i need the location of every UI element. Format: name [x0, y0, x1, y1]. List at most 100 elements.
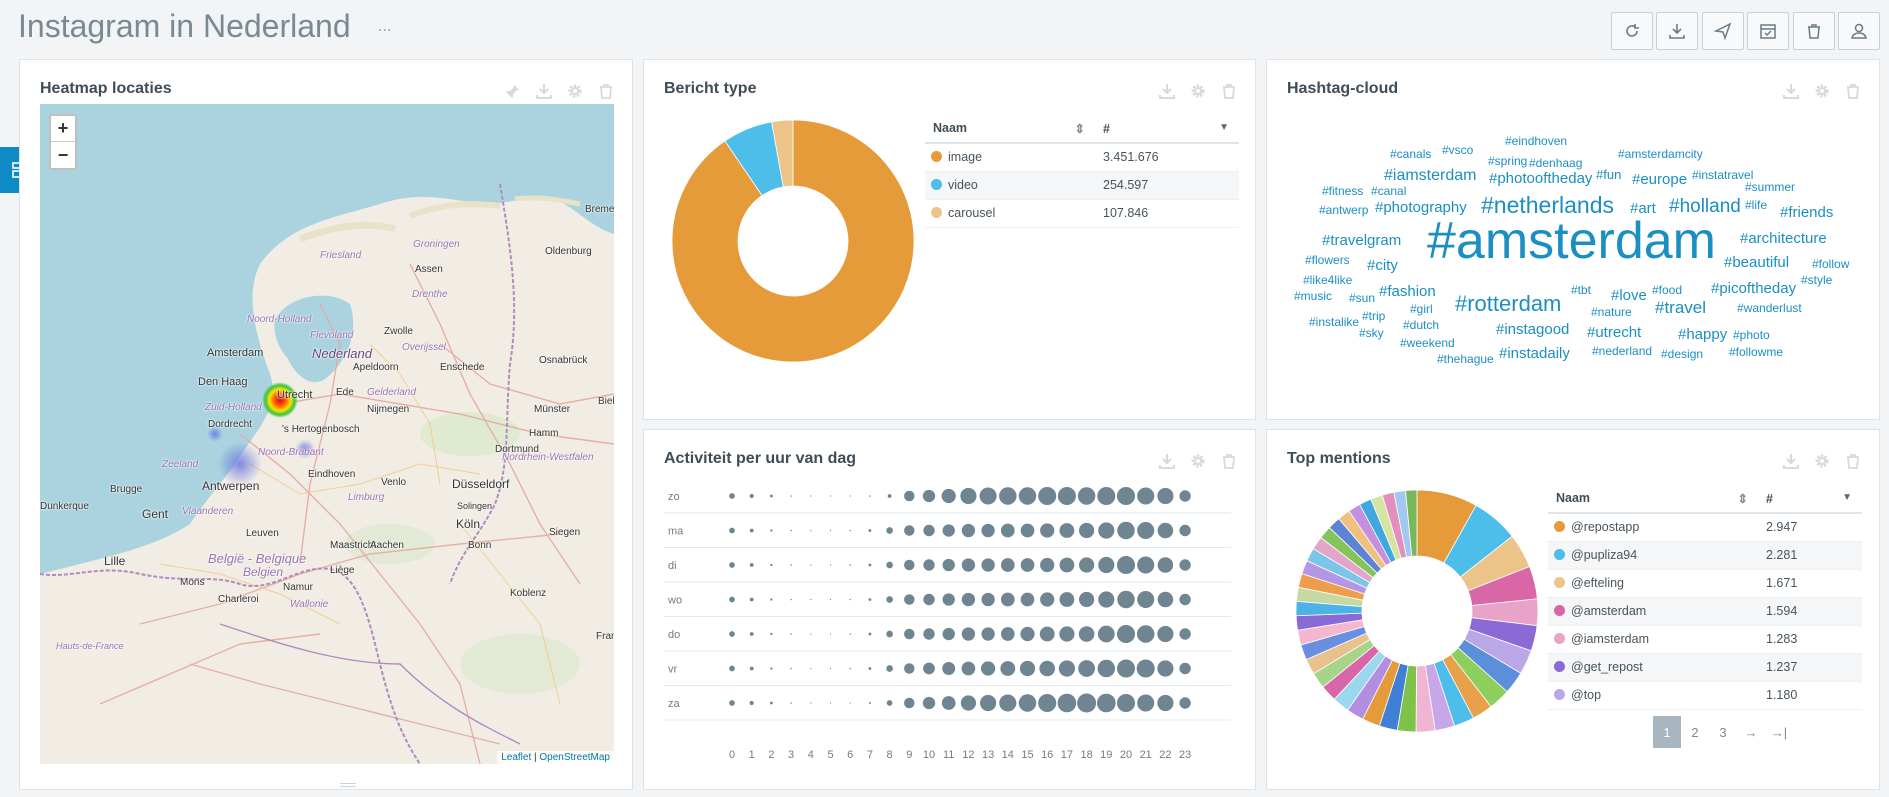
legend-row[interactable]: @iamsterdam 1.283 — [1548, 625, 1862, 654]
activity-dot[interactable] — [749, 528, 754, 533]
activity-dot[interactable] — [868, 598, 872, 601]
activity-dot[interactable] — [886, 596, 893, 603]
activity-dot[interactable] — [770, 563, 773, 567]
legend-row[interactable]: image 3.451.676 — [925, 143, 1239, 172]
hashtag-word[interactable]: #happy — [1678, 326, 1728, 343]
activity-dot[interactable] — [942, 593, 955, 606]
activity-dot[interactable] — [729, 527, 735, 534]
download-panel-button[interactable] — [1158, 82, 1175, 99]
legend-row[interactable]: video 254.597 — [925, 171, 1239, 200]
activity-dot[interactable] — [749, 632, 754, 636]
hashtag-word[interactable]: #travelgram — [1322, 232, 1402, 249]
hashtag-word[interactable]: #fitness — [1322, 184, 1364, 198]
refresh-button[interactable] — [1611, 12, 1653, 50]
zoom-out-button[interactable]: − — [57, 144, 69, 165]
calendar-button[interactable] — [1747, 12, 1789, 50]
activity-dot[interactable] — [1116, 624, 1136, 644]
activity-dot[interactable] — [1179, 662, 1191, 675]
settings-button[interactable] — [1189, 452, 1206, 469]
zoom-in-button[interactable]: + — [51, 116, 75, 142]
page-2-button[interactable]: 2 — [1691, 724, 1699, 740]
resize-handle[interactable] — [340, 783, 356, 787]
activity-dot[interactable] — [729, 596, 735, 603]
download-button[interactable] — [1656, 12, 1698, 50]
hashtag-word[interactable]: #sun — [1349, 291, 1376, 305]
legend-row[interactable]: @pupliza94 2.281 — [1548, 541, 1862, 570]
activity-dot[interactable] — [941, 696, 956, 710]
activity-dot[interactable] — [1018, 694, 1037, 712]
activity-dot[interactable] — [1116, 693, 1136, 713]
activity-dot[interactable] — [1179, 593, 1191, 606]
activity-dot[interactable] — [829, 598, 832, 601]
activity-dot[interactable] — [1157, 625, 1174, 643]
activity-dot[interactable] — [770, 667, 773, 670]
hashtag-word[interactable]: #europe — [1632, 171, 1688, 188]
heatmap-map[interactable]: Friesland Groningen Drenthe Noord-Holland Fl… — [40, 104, 614, 764]
activity-dot[interactable] — [749, 700, 754, 706]
activity-dot[interactable] — [829, 529, 832, 532]
activity-dot[interactable] — [1079, 557, 1095, 573]
activity-dot[interactable] — [770, 598, 773, 601]
hashtag-word[interactable]: #canals — [1390, 147, 1432, 161]
hashtag-word[interactable]: #weekend — [1400, 336, 1455, 350]
activity-dot[interactable] — [1116, 659, 1136, 678]
activity-dot[interactable] — [1038, 486, 1057, 506]
activity-dot[interactable] — [1137, 556, 1155, 574]
activity-dot[interactable] — [942, 558, 955, 572]
delete-panel-button[interactable] — [597, 82, 614, 99]
activity-dot[interactable] — [1179, 524, 1191, 537]
delete-panel-button[interactable] — [1844, 452, 1861, 469]
col-header-naam[interactable]: Naam ⇕ — [1548, 485, 1758, 514]
activity-dot[interactable] — [1137, 694, 1155, 712]
hashtag-word[interactable]: #music — [1294, 289, 1333, 303]
activity-dot[interactable] — [1040, 557, 1055, 573]
settings-button[interactable] — [1189, 82, 1206, 99]
hashtag-word[interactable]: #girl — [1410, 302, 1433, 316]
legend-row[interactable]: @get_repost 1.237 — [1548, 653, 1862, 682]
mentions-slice[interactable] — [1405, 490, 1418, 557]
activity-dot[interactable] — [942, 627, 955, 641]
user-button[interactable] — [1838, 12, 1880, 50]
activity-dot[interactable] — [749, 666, 754, 671]
activity-dot[interactable] — [942, 662, 956, 675]
activity-dot[interactable] — [1078, 660, 1095, 677]
activity-dot[interactable] — [1077, 693, 1097, 713]
activity-dot[interactable] — [1040, 592, 1055, 607]
activity-dot[interactable] — [729, 700, 735, 706]
hashtag-word[interactable]: #city — [1367, 257, 1398, 274]
activity-dot[interactable] — [868, 529, 872, 532]
activity-dot[interactable] — [886, 665, 893, 672]
activity-dot[interactable] — [1078, 626, 1095, 642]
activity-dot[interactable] — [904, 559, 915, 571]
download-panel-button[interactable] — [535, 82, 552, 99]
hashtag-word[interactable]: #dutch — [1403, 318, 1440, 332]
activity-dot[interactable] — [904, 594, 915, 605]
activity-dot[interactable] — [904, 663, 915, 674]
hashtag-word[interactable]: #amsterdamcity — [1618, 147, 1703, 161]
activity-dot[interactable] — [1157, 522, 1174, 539]
activity-dot[interactable] — [979, 487, 997, 505]
osm-link[interactable]: OpenStreetMap — [539, 752, 610, 763]
hashtag-word[interactable]: #thehague — [1437, 352, 1494, 366]
delete-panel-button[interactable] — [1844, 82, 1861, 99]
activity-dot[interactable] — [1116, 555, 1136, 575]
activity-dot[interactable] — [1057, 486, 1076, 506]
hashtag-word[interactable]: #friends — [1780, 204, 1834, 221]
activity-dot[interactable] — [1136, 625, 1155, 643]
activity-dot[interactable] — [1019, 660, 1036, 677]
activity-dot[interactable] — [790, 633, 792, 635]
activity-dot[interactable] — [790, 667, 792, 670]
activity-dot[interactable] — [810, 495, 812, 497]
activity-dot[interactable] — [1039, 626, 1055, 642]
activity-dot[interactable] — [790, 495, 792, 497]
hashtag-word[interactable]: #love — [1611, 287, 1647, 304]
activity-dot[interactable] — [810, 667, 812, 670]
legend-row[interactable]: @amsterdam 1.594 — [1548, 597, 1862, 626]
activity-dot[interactable] — [942, 524, 955, 537]
hashtag-word[interactable]: #life — [1745, 198, 1768, 212]
activity-dot[interactable] — [869, 495, 871, 497]
activity-dot[interactable] — [1079, 522, 1095, 539]
activity-dot[interactable] — [960, 695, 976, 711]
delete-panel-button[interactable] — [1220, 452, 1237, 469]
activity-dot[interactable] — [1157, 694, 1174, 712]
